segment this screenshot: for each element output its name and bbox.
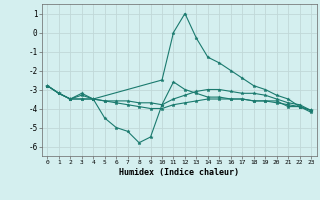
X-axis label: Humidex (Indice chaleur): Humidex (Indice chaleur) [119,168,239,177]
